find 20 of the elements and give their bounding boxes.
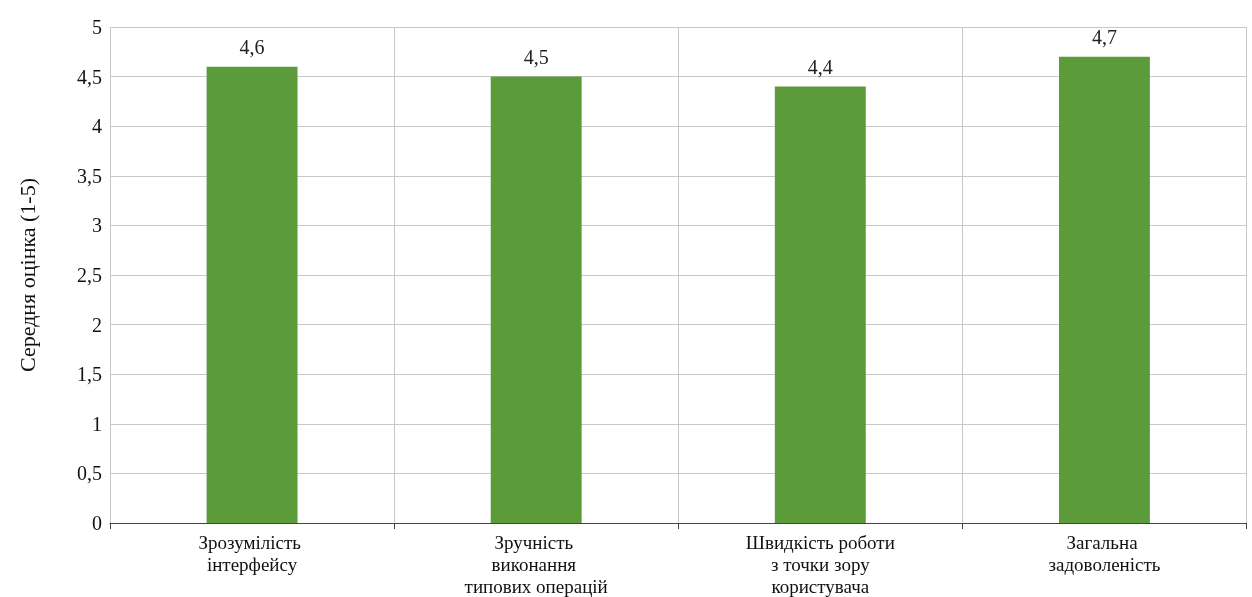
y-tick-label: 0: [92, 512, 102, 534]
y-tick-label: 2: [92, 313, 102, 336]
data-label: 4,7: [1091, 25, 1117, 48]
y-tick-label: 3: [92, 214, 102, 237]
y-tick-label: 1,5: [77, 363, 102, 386]
x-tick-label: Зручність виконання типових операцій: [464, 531, 608, 597]
y-tick-label: 4,5: [77, 65, 102, 88]
data-label: 4,4: [807, 55, 833, 78]
y-axis-title: Середня оцінка (1-5): [14, 177, 40, 373]
y-tick-label: 3,5: [77, 164, 102, 187]
y-tick-label: 4: [92, 115, 102, 138]
y-tick-label: 1: [92, 412, 102, 435]
y-tick-label: 0,5: [77, 462, 102, 485]
data-label: 4,6: [239, 35, 265, 58]
x-tick-label: Швидкість роботи з точки зору користувача: [745, 531, 895, 597]
y-tick-label: 2,5: [77, 264, 102, 286]
x-tick-label: Загальна задоволеність: [1048, 531, 1161, 575]
y-tick-label: 5: [92, 16, 102, 38]
data-label: 4,5: [523, 45, 549, 68]
x-tick-label: Зрозумілість інтерфейсу: [198, 531, 306, 575]
